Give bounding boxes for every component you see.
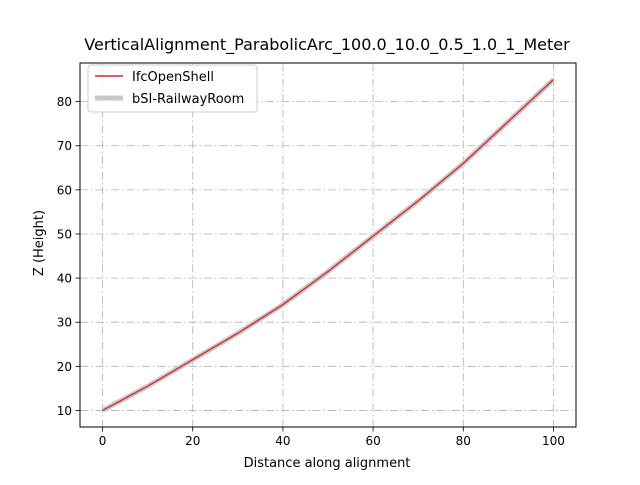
- legend-label-ifcopenshell: IfcOpenShell: [132, 70, 214, 85]
- y-tick-label: 50: [57, 227, 72, 241]
- x-tick-label: 100: [542, 434, 565, 448]
- y-tick-label: 20: [57, 360, 72, 374]
- series-line-ifcopenshell: [102, 79, 554, 412]
- x-tick-label: 60: [365, 434, 380, 448]
- legend: IfcOpenShell bSI-RailwayRoom: [87, 64, 258, 113]
- x-axis-label: Distance along alignment: [244, 456, 411, 471]
- ticks: 0 20 40 60 80 100 10 20 30 40 50 60 70 80: [57, 95, 565, 448]
- series-layer: [101, 77, 556, 413]
- x-tick-label: 80: [456, 434, 471, 448]
- y-axis-label: Z (Height): [32, 210, 47, 276]
- y-tick-label: 30: [57, 316, 72, 330]
- x-tick-label: 0: [99, 434, 107, 448]
- y-tick-label: 60: [57, 183, 72, 197]
- legend-label-bsi-railwayroom: bSI-RailwayRoom: [132, 92, 244, 107]
- plot-frame: [79, 62, 577, 428]
- x-tick-label: 20: [185, 434, 200, 448]
- y-tick-label: 80: [57, 95, 72, 109]
- y-tick-label: 40: [57, 272, 72, 286]
- x-tick-label: 40: [275, 434, 290, 448]
- y-tick-label: 70: [57, 139, 72, 153]
- y-tick-label: 10: [57, 404, 72, 418]
- legend-box: [87, 64, 258, 113]
- chart-title: VerticalAlignment_ParabolicArc_100.0_10.…: [84, 35, 570, 55]
